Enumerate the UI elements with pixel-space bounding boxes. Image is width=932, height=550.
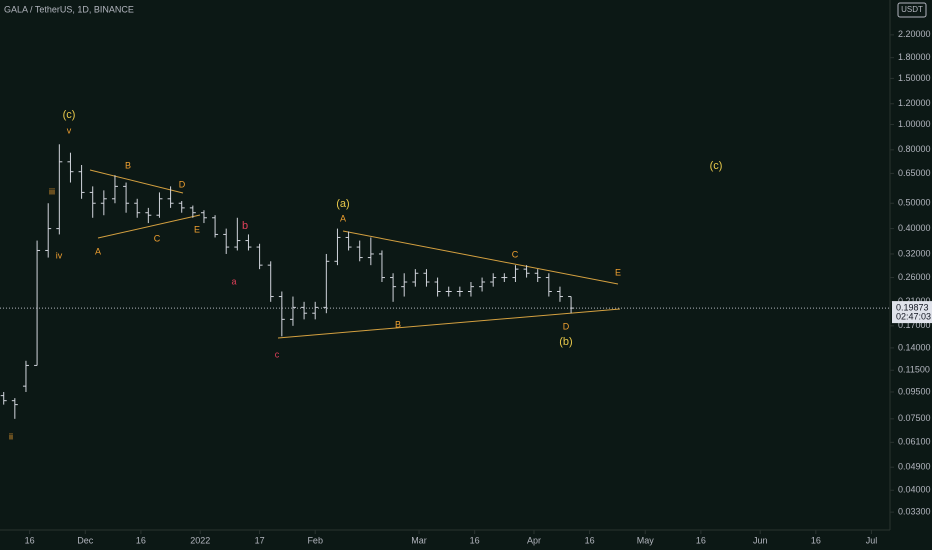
y-tick-label: 0.11500 bbox=[898, 365, 930, 375]
y-tick-label: 1.00000 bbox=[898, 119, 931, 129]
x-tick-label: Jul bbox=[866, 535, 878, 545]
wave-label: c bbox=[275, 349, 280, 359]
trendline bbox=[277, 308, 621, 339]
wave-label: (a) bbox=[336, 198, 349, 210]
x-tick-label: 16 bbox=[136, 535, 146, 545]
wave-label: v bbox=[67, 125, 72, 135]
y-tick-label: 0.03300 bbox=[898, 507, 931, 517]
wave-label: iii bbox=[49, 186, 55, 196]
y-tick-label: 0.80000 bbox=[898, 144, 931, 154]
trendline bbox=[342, 230, 619, 285]
y-tick-label: 0.32000 bbox=[898, 248, 931, 258]
x-tick-label: May bbox=[637, 535, 655, 545]
x-tick-label: 16 bbox=[585, 535, 595, 545]
currency[interactable]: USDT bbox=[901, 5, 923, 14]
wave-label: B bbox=[395, 319, 401, 329]
y-tick-label: 0.17000 bbox=[898, 320, 931, 330]
x-tick-label: Jun bbox=[753, 535, 768, 545]
trendline bbox=[89, 169, 184, 194]
wave-label: a bbox=[231, 276, 236, 286]
x-tick-label: 17 bbox=[255, 535, 265, 545]
y-tick-label: 0.07500 bbox=[898, 413, 931, 423]
y-tick-label: 0.14000 bbox=[898, 342, 931, 352]
countdown: 02:47:03 bbox=[896, 311, 931, 321]
wave-label: (c) bbox=[710, 160, 723, 172]
chart-title: GALA / TetherUS, 1D, BINANCE bbox=[4, 4, 134, 14]
y-tick-label: 0.04000 bbox=[898, 485, 931, 495]
wave-label: C bbox=[512, 249, 519, 259]
wave-label: E bbox=[615, 267, 621, 277]
last-price: 0.19873 bbox=[896, 302, 929, 312]
wave-label: E bbox=[194, 224, 200, 234]
drawings bbox=[89, 169, 621, 339]
last-price-box bbox=[892, 301, 932, 324]
wave-label: A bbox=[95, 246, 101, 256]
x-tick-label: Mar bbox=[411, 535, 427, 545]
wave-label: D bbox=[563, 321, 570, 331]
wave-label: (b) bbox=[559, 336, 572, 348]
wave-label: D bbox=[179, 179, 186, 189]
x-tick-label: 16 bbox=[696, 535, 706, 545]
x-tick-label: Feb bbox=[307, 535, 323, 545]
y-tick-label: 1.50000 bbox=[898, 73, 931, 83]
wave-label: B bbox=[125, 160, 131, 170]
y-tick-label: 2.20000 bbox=[898, 29, 931, 39]
x-tick-label: 2022 bbox=[190, 535, 210, 545]
x-tick-label: Dec bbox=[77, 535, 94, 545]
wave-label: iv bbox=[56, 250, 63, 260]
y-tick-label: 0.65000 bbox=[898, 168, 931, 178]
x-tick-label: 16 bbox=[811, 535, 821, 545]
bars bbox=[0, 144, 575, 419]
wave-label: C bbox=[154, 233, 161, 243]
y-tick-label: 1.20000 bbox=[898, 98, 931, 108]
x-tick-label: 16 bbox=[470, 535, 480, 545]
trendline bbox=[97, 214, 201, 239]
wave-label: b bbox=[242, 220, 248, 232]
x-tick-label: Apr bbox=[527, 535, 541, 545]
wave-label: A bbox=[340, 213, 346, 223]
wave-label: (c) bbox=[63, 109, 76, 121]
y-tick-label: 0.50000 bbox=[898, 198, 931, 208]
wave-label: ii bbox=[9, 431, 13, 441]
y-tick-label: 0.04900 bbox=[898, 462, 931, 472]
y-tick-label: 0.09500 bbox=[898, 386, 931, 396]
x-tick-label: 16 bbox=[25, 535, 35, 545]
y-tick-label: 1.80000 bbox=[898, 52, 931, 62]
y-tick-label: 0.40000 bbox=[898, 223, 931, 233]
currency-box[interactable] bbox=[897, 2, 927, 18]
y-tick-label: 0.26000 bbox=[898, 272, 931, 282]
y-tick-label: 0.06100 bbox=[898, 437, 931, 447]
